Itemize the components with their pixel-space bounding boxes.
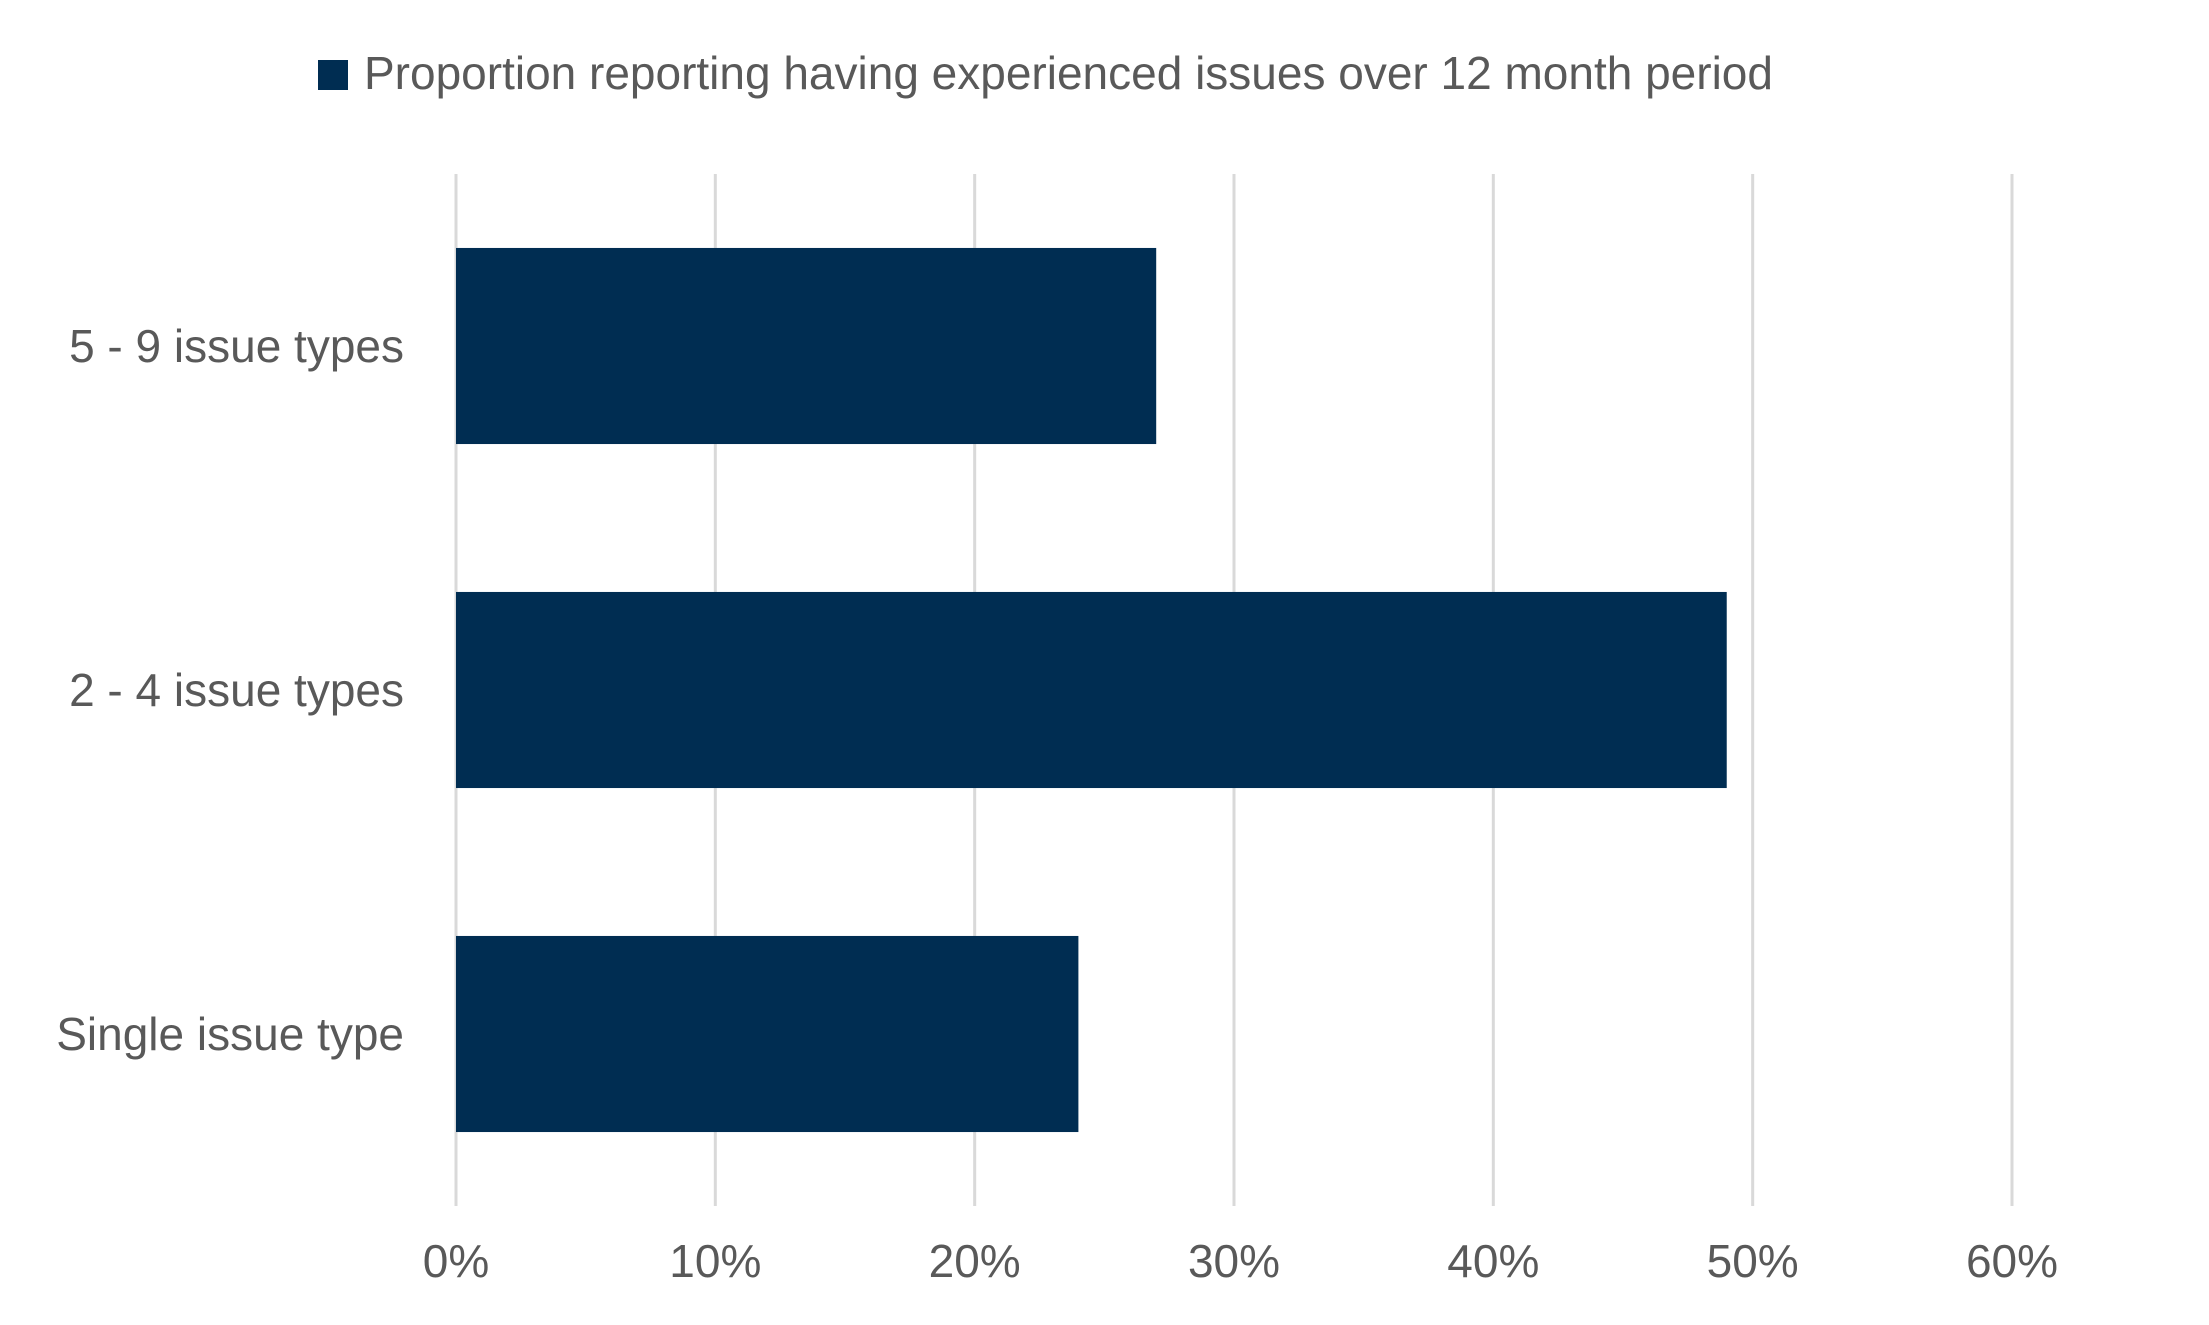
x-tick-label-50: 50% [1707,1235,1799,1287]
x-tick-label-10: 10% [669,1235,761,1287]
x-tick-label-40: 40% [1447,1235,1539,1287]
legend: Proportion reporting having experienced … [318,47,1773,99]
legend-label: Proportion reporting having experienced … [364,47,1773,99]
bar-0 [456,247,1157,445]
x-tick-label-30: 30% [1188,1235,1280,1287]
category-label-2: Single issue type [56,1008,404,1060]
category-label-1: 2 - 4 issue types [69,664,404,716]
legend-swatch [318,60,348,90]
x-tick-label-0: 0% [423,1235,489,1287]
bar-2 [456,935,1079,1133]
category-labels: 5 - 9 issue types 2 - 4 issue types Single… [56,320,404,1060]
x-tick-label-20: 20% [929,1235,1021,1287]
x-tick-label-60: 60% [1966,1235,2058,1287]
x-axis-tick-labels: 0% 10% 20% 30% 40% 50% 60% [423,1235,2058,1287]
bars [456,247,1727,1133]
bar-1 [456,591,1727,789]
category-label-0: 5 - 9 issue types [69,320,404,372]
